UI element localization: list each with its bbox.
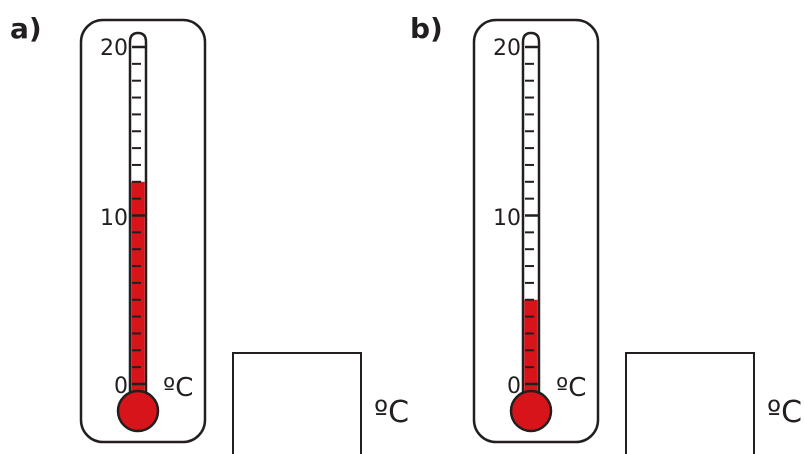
answer-box-a[interactable] bbox=[232, 352, 362, 454]
part-label-a: a) bbox=[10, 12, 42, 45]
unit-label-b: ºC bbox=[556, 373, 586, 403]
answer-unit-b: ºC bbox=[767, 395, 802, 430]
tick-label-b-20: 20 bbox=[493, 36, 521, 61]
mercury-column-a bbox=[131, 181, 145, 399]
tick-label-a-0: 0 bbox=[114, 374, 128, 399]
thermometer-a: a) 20 10 0 ºC bbox=[10, 12, 207, 444]
tick-marks-a bbox=[132, 45, 146, 386]
tick-label-a-10: 10 bbox=[100, 206, 128, 231]
part-label-b: b) bbox=[410, 12, 443, 45]
tick-marks-b bbox=[525, 45, 539, 386]
thermometer-a-bulb bbox=[116, 389, 160, 433]
tick-label-b-0: 0 bbox=[507, 374, 521, 399]
answer-box-b[interactable] bbox=[625, 352, 755, 454]
tick-label-b-10: 10 bbox=[493, 206, 521, 231]
unit-label-a: ºC bbox=[163, 373, 193, 403]
thermometer-b: b) 20 10 0 ºC bbox=[410, 12, 600, 444]
answer-unit-a: ºC bbox=[374, 395, 409, 430]
thermometer-b-bulb bbox=[509, 389, 553, 433]
tick-label-a-20: 20 bbox=[100, 36, 128, 61]
